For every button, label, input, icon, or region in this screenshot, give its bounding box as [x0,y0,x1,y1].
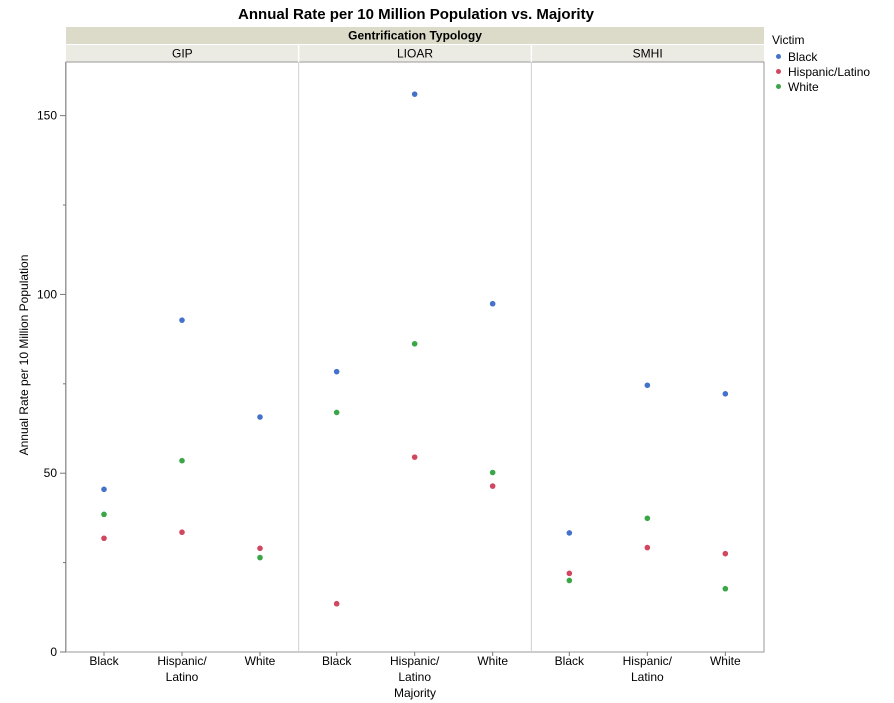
panel-label: GIP [172,47,193,61]
x-tick-label: Hispanic/Latino [390,654,440,684]
data-point-black[interactable] [257,414,263,420]
panel-label: LIOAR [397,47,433,61]
y-tick-label: 50 [44,466,58,480]
data-point-black[interactable] [644,382,651,389]
data-point-black[interactable] [179,317,185,323]
data-point-white[interactable] [722,585,729,592]
x-tick-label: Black [322,654,352,668]
group-header-band [66,27,764,44]
legend-label: Black [788,49,818,64]
data-point-white[interactable] [566,577,573,584]
legend-item[interactable]: Black [772,49,870,64]
legend-marker [776,84,781,89]
chart-title: Annual Rate per 10 Million Population vs… [238,6,594,23]
legend-item[interactable]: Hispanic/Latino [772,64,870,79]
panel-label: SMHI [633,47,663,61]
x-tick-label: Hispanic/Latino [157,654,207,684]
x-tick-label: White [477,654,508,668]
data-point-white[interactable] [489,469,496,476]
y-tick-label: 100 [37,287,57,301]
legend-item[interactable]: White [772,79,870,94]
legend-marker [776,69,781,74]
y-tick-label: 0 [50,645,57,659]
plot-frame [65,61,765,653]
data-point-black[interactable] [333,368,340,375]
y-tick-label: 150 [37,109,57,123]
x-tick-label: White [710,654,741,668]
x-tick-label: Black [89,654,119,668]
y-axis-label: Annual Rate per 10 Million Population [17,254,31,456]
data-point-white[interactable] [179,457,185,464]
data-point-black[interactable] [722,391,729,397]
data-point-black[interactable] [566,530,573,536]
data-point-hispanic-latino[interactable] [566,570,573,577]
data-point-hispanic-latino[interactable] [489,483,496,489]
data-point-white[interactable] [411,340,418,347]
data-point-hispanic-latino[interactable] [179,529,185,536]
legend-label: White [788,79,819,94]
data-point-hispanic-latino[interactable] [411,454,418,460]
legend: Victim Black Hispanic/Latino White [772,33,870,94]
legend-title: Victim [772,33,805,47]
data-point-hispanic-latino[interactable] [257,545,263,552]
x-tick-label: White [245,654,276,668]
x-axis-label: Majority [393,686,436,700]
data-point-hispanic-latino[interactable] [644,544,651,551]
data-point-white[interactable] [257,554,263,561]
legend-marker [776,54,781,59]
data-point-black[interactable] [101,486,107,493]
data-point-white[interactable] [101,511,107,518]
x-tick-label: Black [555,654,585,668]
legend-label: Hispanic/Latino [788,64,871,79]
data-point-hispanic-latino[interactable] [101,535,107,542]
data-point-hispanic-latino[interactable] [722,550,729,557]
data-point-white[interactable] [333,409,340,416]
data-point-black[interactable] [489,300,496,307]
x-tick-label: Hispanic/Latino [623,654,673,684]
data-point-white[interactable] [644,515,651,522]
data-point-black[interactable] [411,91,418,97]
panel-header-band [66,45,764,62]
data-point-hispanic-latino[interactable] [333,600,340,607]
group-header: Gentrification Typology [348,29,482,43]
